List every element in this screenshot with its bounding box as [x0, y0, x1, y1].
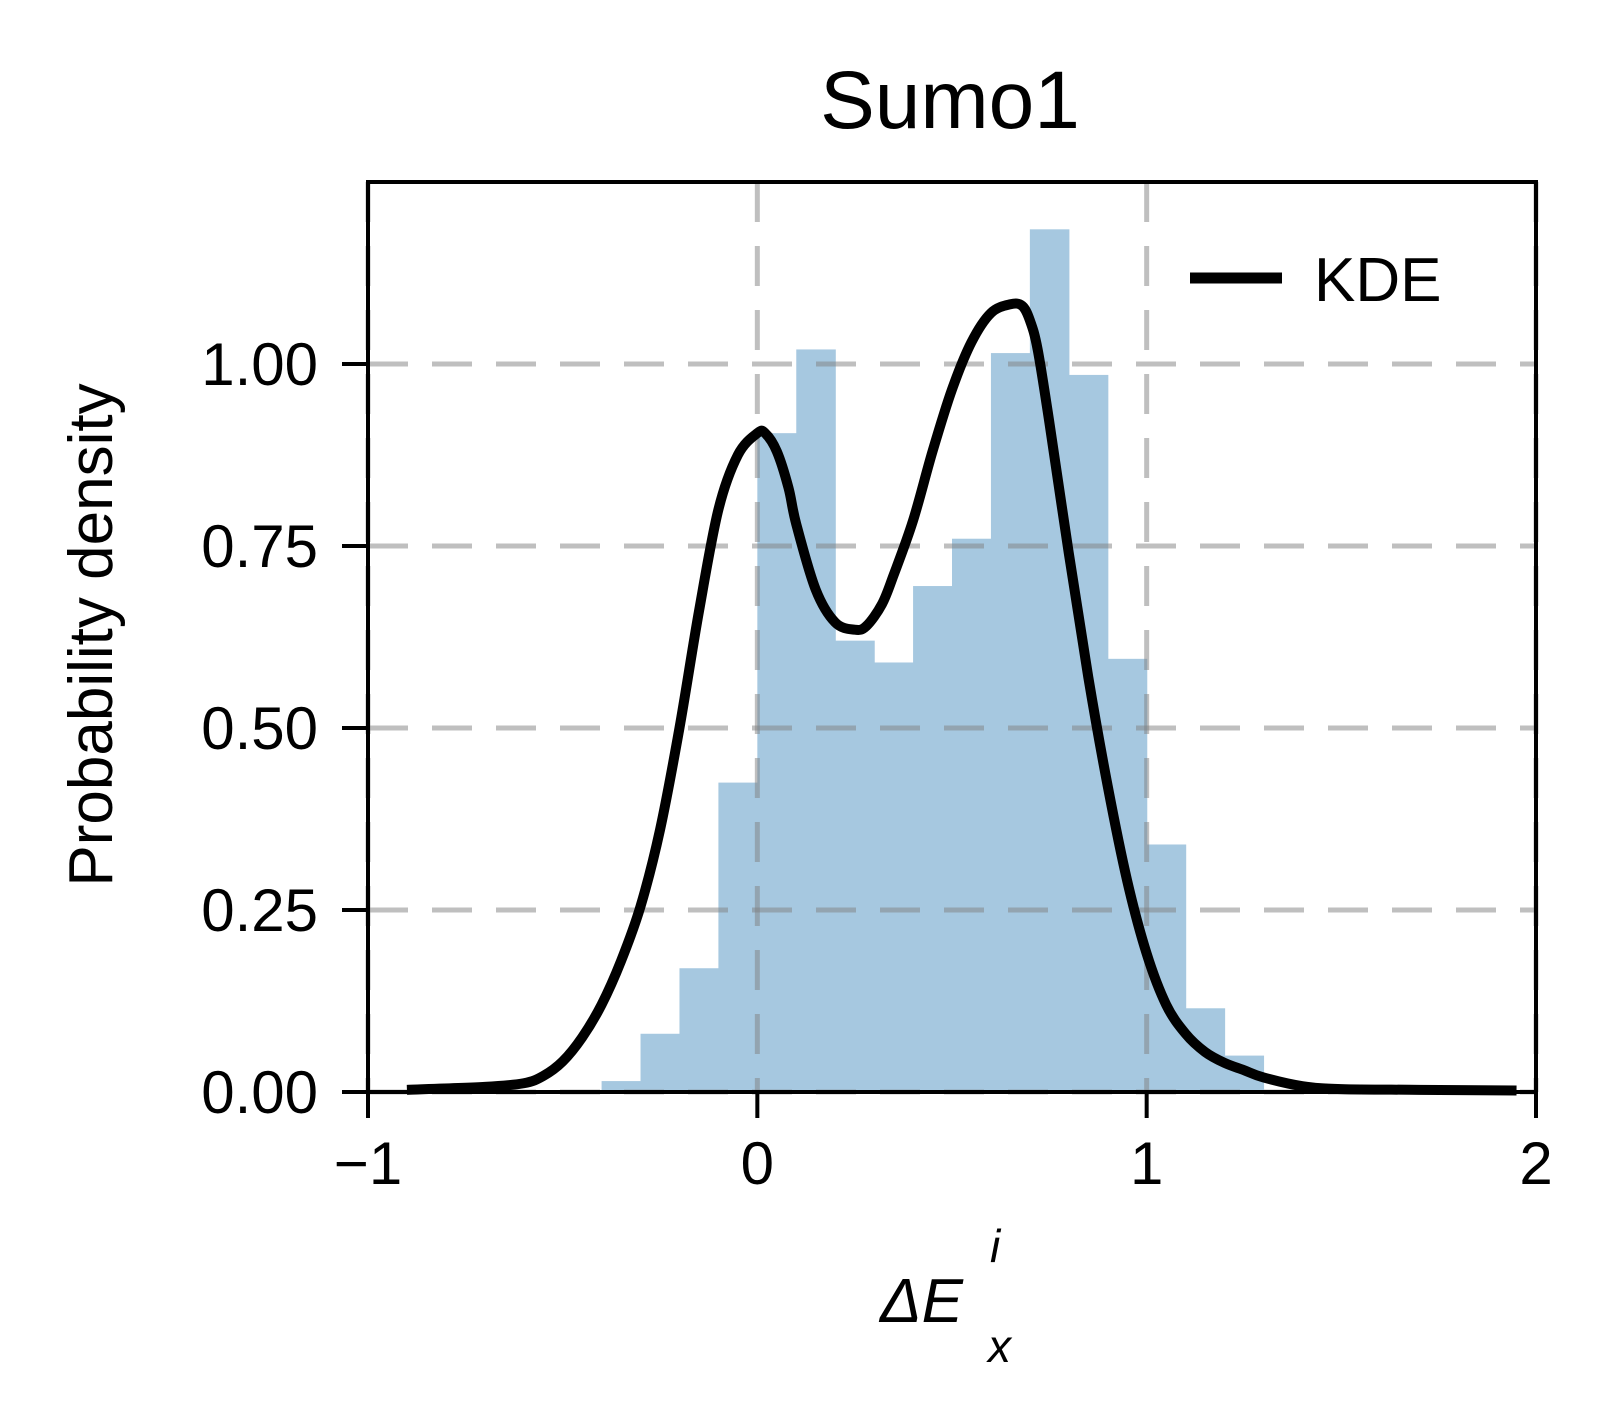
y-tick-label: 0.75 — [201, 513, 318, 580]
histogram-bars — [601, 229, 1265, 1093]
y-tick-label: 0.00 — [201, 1059, 318, 1126]
x-axis-label-subscript: x — [986, 1320, 1013, 1372]
histogram-bar — [952, 538, 992, 1092]
kde-curve — [406, 298, 1517, 1096]
x-tick-label: 0 — [741, 1130, 774, 1197]
histogram-bar — [835, 640, 875, 1092]
legend-kde-label: KDE — [1314, 246, 1441, 315]
y-tick-label: 0.25 — [201, 877, 318, 944]
x-tick-label: 2 — [1519, 1130, 1552, 1197]
histogram-bar — [990, 353, 1031, 1093]
histogram-bar — [874, 662, 914, 1092]
x-tick-label: 1 — [1130, 1130, 1163, 1197]
histogram-bar — [1029, 229, 1070, 1092]
histogram-bar — [718, 782, 758, 1092]
histogram-bar — [679, 968, 719, 1092]
x-tick-label: −1 — [334, 1130, 402, 1197]
ticks: −1 0 1 2 0.00 0.25 0.50 0.75 1.00 — [201, 331, 1552, 1197]
chart-title: Sumo1 — [820, 55, 1080, 146]
y-tick-label: 1.00 — [201, 331, 318, 398]
histogram-bar — [757, 433, 797, 1092]
y-axis-label: Probability density — [57, 383, 126, 886]
kde-curve-group — [406, 298, 1517, 1096]
axes — [366, 180, 1538, 1094]
x-axis-label-superscript: i — [990, 1220, 1002, 1272]
x-axis-label: ΔE x i — [878, 1220, 1013, 1372]
x-axis-label-symbol: ΔE — [878, 1267, 964, 1336]
histogram-bar — [913, 586, 953, 1092]
plot-frame — [366, 180, 1538, 1094]
legend: KDE — [1190, 246, 1441, 315]
histogram-bar — [601, 1081, 642, 1092]
histogram-bar — [640, 1033, 681, 1092]
histogram-bar — [796, 349, 836, 1092]
y-tick-label: 0.50 — [201, 695, 318, 762]
